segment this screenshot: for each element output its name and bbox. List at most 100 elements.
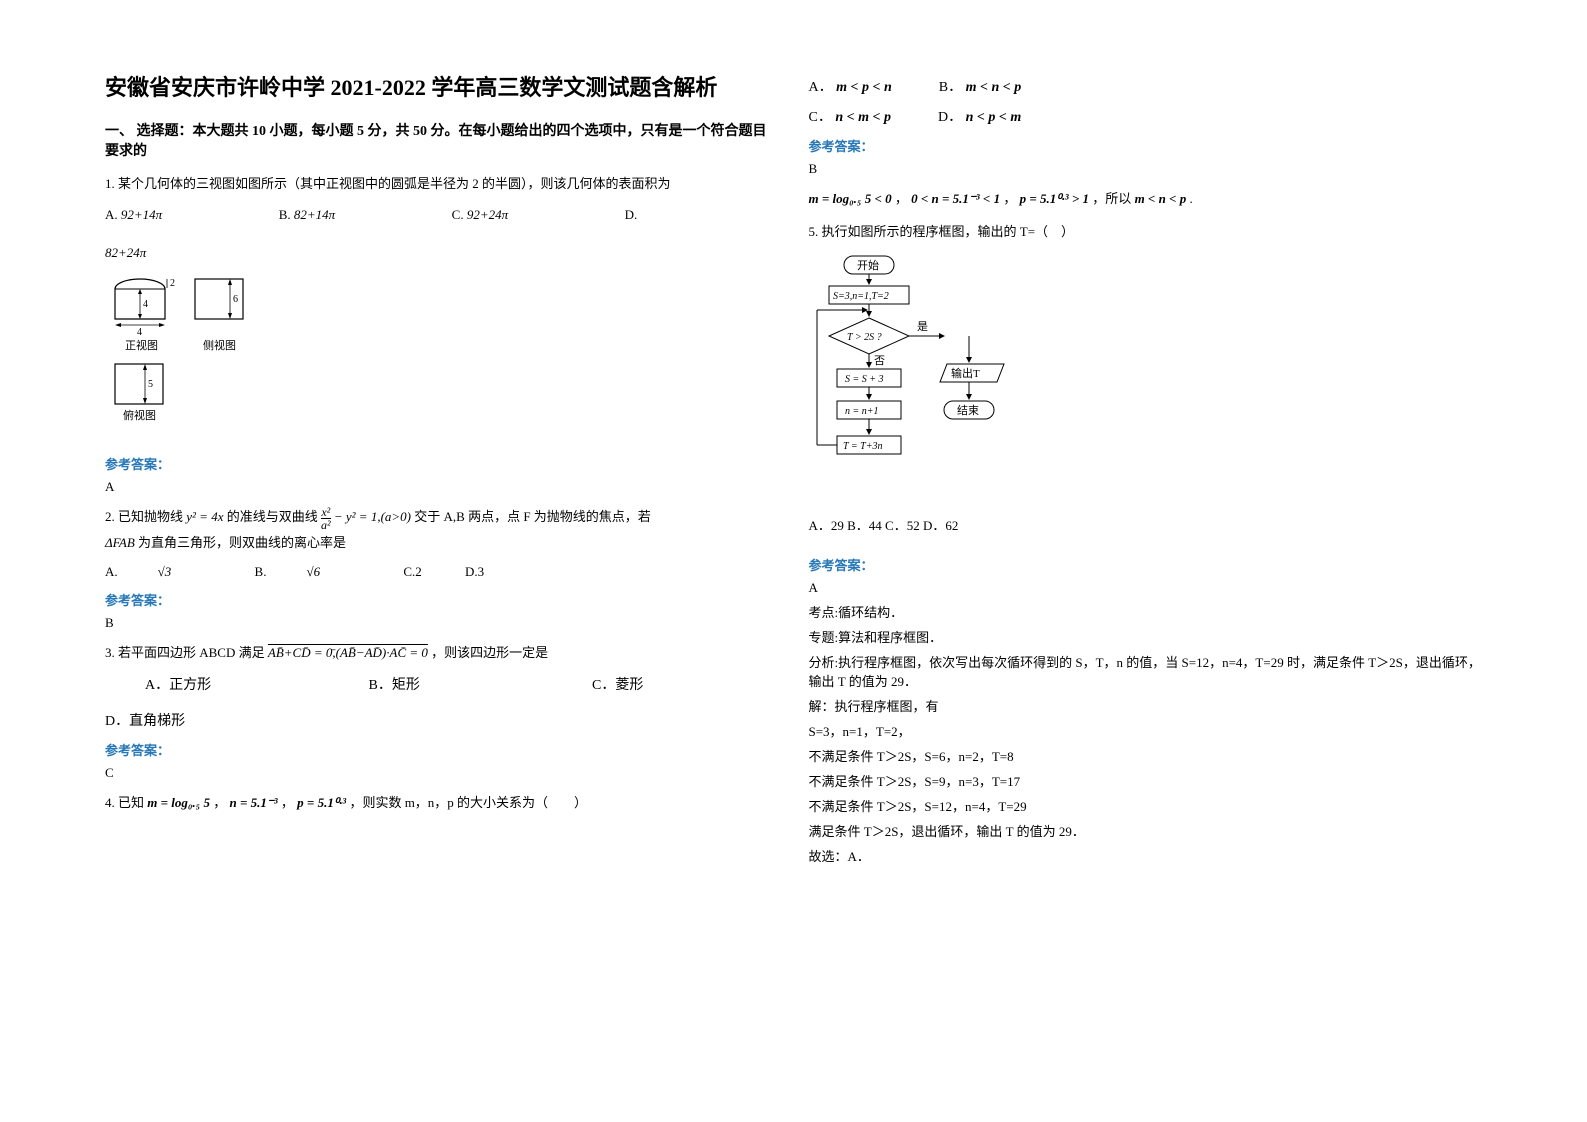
q4-labelC: C． [809,110,832,125]
q5-explain-4: S=3，n=1，T=2， [809,721,1483,740]
section-header: 一、 选择题：本大题共 10 小题，每小题 5 分，共 50 分。在每小题给出的… [105,120,779,160]
q4-labelA: A． [809,80,833,95]
q4-formula-m: m = log₀.₅ 5 [147,795,210,810]
question-4: 4. 已知 m = log₀.₅ 5 ， n = 5.1⁻³ ， p = 5.1… [105,791,779,814]
q1-answer-label: 参考答案： [105,454,779,473]
q4-sep2: ， [281,795,294,810]
q2-prefix: 2. 已知抛物线 [105,509,183,524]
three-view-diagram: 2 4 4 正视图 6 侧视图 [105,274,779,444]
svg-text:T > 2S ?: T > 2S ? [847,332,882,343]
q3-optC: C．菱形 [592,678,643,693]
document-title: 安徽省安庆市许岭中学 2021-2022 学年高三数学文测试题含解析 [105,70,779,102]
q2-answer-label: 参考答案： [105,590,779,609]
q4-exp-concl: m < n < p [1135,191,1187,206]
svg-text:5: 5 [148,379,153,390]
q4-exp-s2: ， [1003,191,1016,206]
q2-labelB: B. [255,564,267,580]
q4-answer: B [809,161,1483,177]
svg-text:正视图: 正视图 [125,338,158,352]
q2-mid2: 交于 A,B 两点，点 F 为抛物线的焦点，若 [414,509,651,524]
q5-explain-6: 不满足条件 T＞2S，S=9，n=3，T=17 [809,771,1483,790]
q1-opt-c: 92+24π [467,207,508,222]
svg-text:S = S + 3: S = S + 3 [845,374,884,385]
svg-text:否: 否 [874,355,885,367]
q2-formula1: y² = 4x [186,509,223,524]
q2-line2-text: 为直角三角形，则双曲线的离心率是 [138,535,346,550]
q1-label-d: D. [625,207,638,222]
svg-text:结束: 结束 [957,404,979,417]
svg-text:4: 4 [137,327,142,338]
q3-prefix: 3. 若平面四边形 ABCD 满足 [105,645,268,660]
svg-text:俯视图: 俯视图 [123,408,156,422]
q3-options: A．正方形 B．矩形 C．菱形 D．直角梯形 [105,674,779,730]
q5-explain-1: 专题:算法和程序框图． [809,627,1483,646]
q3-answer: C [105,765,779,781]
q4-formula-p: p = 5.1⁰·³ [297,795,346,810]
q5-answer: A [809,580,1483,596]
q4-prefix: 4. 已知 [105,795,144,810]
q5-answer-label: 参考答案： [809,555,1483,574]
svg-text:S=3,n=1,T=2: S=3,n=1,T=2 [833,291,889,302]
q4-exp-n: 0 < n = 5.1⁻³ < 1 [911,191,1000,206]
q2-labelA: A. [105,564,118,580]
q2-frac-top: x² [321,506,331,519]
q4-exp-s1: ， [895,191,908,206]
q3-formula: AB̄+CD̄ = 0̄,(AB̄−AD̄)·AC̄ = 0 [268,645,428,660]
q3-optD: D．直角梯形 [105,710,325,730]
svg-text:侧视图: 侧视图 [203,338,236,352]
q5-options: A．29 B．44 C．52 D．62 [809,514,1483,537]
q2-formula2-rest: − y² = 1,(a>0) [334,509,411,524]
svg-text:开始: 开始 [857,258,879,272]
q3-optB: B．矩形 [369,674,589,694]
question-2: 2. 已知抛物线 y² = 4x 的准线与双曲线 x² a² − y² = 1,… [105,505,779,554]
q2-optA: √3 [158,564,172,580]
q5-explain-0: 考点:循环结构． [809,602,1483,621]
svg-text:是: 是 [917,320,928,333]
q4-exp-p: p = 5.1⁰·³ > 1 [1020,191,1089,206]
q5-explain-2: 分析:执行程序框图，依次写出每次循环得到的 S，T，n 的值，当 S=12，n=… [809,652,1483,690]
q4-suffix: ，则实数 m，n，p 的大小关系为（ ） [349,795,587,810]
q1-opt-a: 92+14π [121,207,162,222]
q4-explain: m = log₀.₅ 5 < 0 ， 0 < n = 5.1⁻³ < 1 ， p… [809,187,1483,210]
q2-optD: D.3 [465,564,484,580]
right-column: A． m < p < n B． m < n < p C． n < m < p D… [794,70,1498,1092]
svg-text:n = n+1: n = n+1 [845,406,879,417]
q5-explain-9: 故选：A． [809,846,1483,865]
q4-options-row2: C． n < m < p D． n < p < m [809,106,1483,126]
svg-text:T = T+3n: T = T+3n [843,441,882,452]
q4-answer-label: 参考答案： [809,136,1483,155]
question-3: 3. 若平面四边形 ABCD 满足 AB̄+CD̄ = 0̄,(AB̄−AD̄)… [105,641,779,664]
q3-suffix: ，则该四边形一定是 [431,645,548,660]
q4-sep1: ， [213,795,226,810]
q1-label-c: C. [452,207,464,222]
svg-text:2: 2 [170,278,175,289]
q1-answer: A [105,479,779,495]
question-5: 5. 执行如图所示的程序框图，输出的 T=（ ） [809,220,1483,243]
q2-optB: √6 [306,564,320,580]
q3-answer-label: 参考答案： [105,740,779,759]
q1-label-a: A. [105,207,118,222]
q1-label-b: B. [279,207,291,222]
q1-text: 1. 某个几何体的三视图如图所示（其中正视图中的圆弧是半径为 2 的半圆），则该… [105,172,779,195]
q2-frac-bot: a² [321,519,331,531]
flowchart-diagram: 开始 S=3,n=1,T=2 T > 2S ? 是 输出T 结束 否 [809,254,1483,504]
q1-opt-d: 82+24π [105,241,779,264]
question-1: 1. 某个几何体的三视图如图所示（其中正视图中的圆弧是半径为 2 的半圆），则该… [105,172,779,264]
q2-answer: B [105,615,779,631]
q4-optC: n < m < p [835,110,891,125]
q2-line2-prefix: ΔFAB [105,535,135,550]
q5-explain-8: 满足条件 T＞2S，退出循环，输出 T 的值为 29． [809,821,1483,840]
q1-opt-b: 82+14π [294,207,335,222]
q4-exp-m: m = log₀.₅ 5 < 0 [809,191,892,206]
q4-labelB: B． [939,80,962,95]
q2-mid1: 的准线与双曲线 [227,509,318,524]
q4-optB: m < n < p [966,80,1022,95]
q4-optA: m < p < n [836,80,892,95]
q4-options-row1: A． m < p < n B． m < n < p [809,76,1483,96]
svg-text:4: 4 [143,299,148,310]
left-column: 安徽省安庆市许岭中学 2021-2022 学年高三数学文测试题含解析 一、 选择… [90,70,794,1092]
q5-explain-3: 解：执行程序框图，有 [809,696,1483,715]
q4-formula-n: n = 5.1⁻³ [229,795,277,810]
q4-labelD: D． [938,110,962,125]
q4-optD: n < p < m [966,110,1022,125]
